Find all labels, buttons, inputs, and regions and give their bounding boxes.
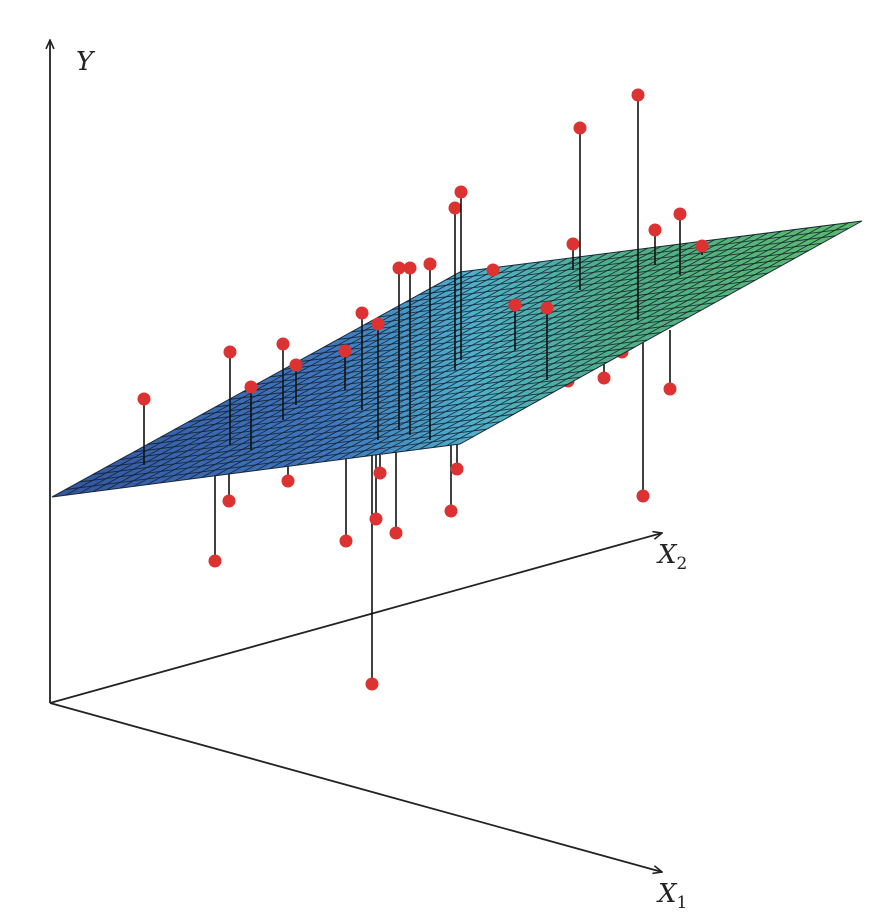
observation-point (663, 382, 677, 396)
observation-point (365, 677, 379, 691)
observation-point (597, 371, 611, 385)
observation-point (223, 345, 237, 359)
observation-point (371, 317, 385, 331)
x2-label-base: X (656, 540, 678, 570)
x1-axis-label: X1 (656, 879, 687, 913)
observation-point (673, 207, 687, 221)
observation-point (369, 512, 383, 526)
observation-point (450, 462, 464, 476)
observation-point (137, 392, 151, 406)
observation-point (222, 494, 236, 508)
observation-point (338, 344, 352, 358)
observation-point (389, 526, 403, 540)
mesh-line (446, 227, 849, 280)
observation-point (208, 554, 222, 568)
observation-point (448, 201, 462, 215)
regression-plane (51, 220, 863, 498)
observation-point (444, 504, 458, 518)
observation-point (486, 263, 500, 277)
observation-point (373, 466, 387, 480)
observation-point (355, 306, 369, 320)
observation-point (631, 88, 645, 102)
mesh-line (432, 235, 836, 288)
y-axis-label: Y (76, 47, 96, 77)
x2-axis (49, 533, 662, 704)
mesh-line (419, 242, 822, 295)
observation-point (392, 261, 406, 275)
observation-point (403, 261, 417, 275)
mesh-line (432, 224, 836, 448)
observation-point (454, 185, 468, 199)
mesh-line (405, 227, 809, 452)
x1-label-subscript: 1 (677, 893, 688, 913)
observation-point (289, 358, 303, 372)
observation-point (695, 239, 709, 253)
mesh-line (418, 225, 823, 450)
x1-label-base: X (656, 879, 678, 909)
observation-point (339, 534, 353, 548)
observation-point (508, 298, 522, 312)
axes (50, 40, 662, 872)
observation-point (648, 223, 662, 237)
x2-label-subscript: 2 (677, 554, 688, 574)
observation-point (573, 121, 587, 135)
observation-point (244, 380, 258, 394)
x1-axis (49, 702, 662, 872)
observation-point (540, 301, 554, 315)
observation-point (566, 237, 580, 251)
mesh-line (446, 222, 849, 447)
points-above-plane (137, 88, 709, 465)
observation-point (423, 257, 437, 271)
observation-point (276, 337, 290, 351)
observation-point (636, 489, 650, 503)
mesh-line (405, 250, 809, 303)
x2-axis-label: X2 (656, 540, 687, 574)
observation-point (281, 474, 295, 488)
mesh-line (391, 257, 796, 310)
